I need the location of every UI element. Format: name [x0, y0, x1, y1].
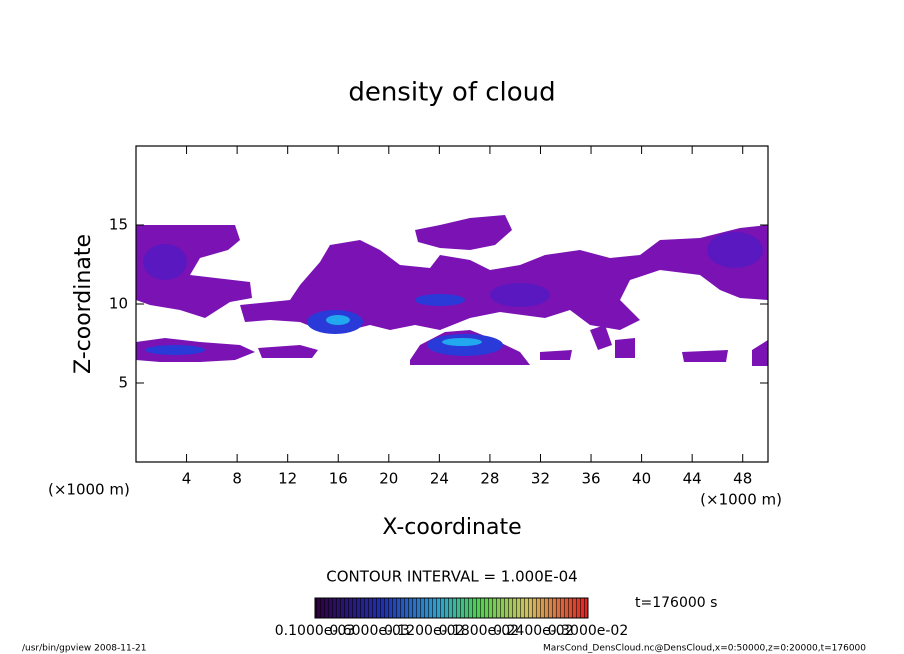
- cloud-region: [615, 338, 635, 358]
- x-tick-label: 36: [581, 470, 600, 488]
- x-tick-label: 48: [733, 470, 752, 488]
- cloud-region: [752, 340, 768, 366]
- colorbar-label: 0.1800e-02: [439, 623, 519, 639]
- x-axis-label: X-coordinate: [382, 515, 521, 540]
- cloud-core: [490, 283, 550, 307]
- x-tick-label: 44: [683, 470, 702, 488]
- contour-interval: CONTOUR INTERVAL = 1.000E-04: [326, 568, 577, 586]
- x-tick-label: 4: [182, 470, 192, 488]
- colorbar-label: 0.1200e-02: [384, 623, 464, 639]
- cloud-region: [682, 350, 728, 362]
- colorbar-frame: [314, 597, 589, 619]
- time-label: t=176000 s: [635, 595, 717, 611]
- cloud-region: [258, 345, 318, 358]
- x-tick-label: 20: [379, 470, 398, 488]
- cloud-core: [143, 244, 187, 280]
- x-unit: (×1000 m): [48, 481, 130, 499]
- cloud-region: [415, 215, 512, 250]
- y-axis-label: Z-coordinate: [71, 234, 96, 374]
- colorbar-label: 0.6000e-03: [329, 623, 409, 639]
- colorbar-label: 0.3000e-02: [548, 623, 628, 639]
- y-unit: (×1000 m): [700, 491, 782, 509]
- y-tick-label: 15: [109, 216, 128, 234]
- x-tick-label: 12: [278, 470, 297, 488]
- colorbar-label: 0.2400e-02: [493, 623, 573, 639]
- footer-left: /usr/bin/gpview 2008-11-21: [22, 644, 146, 654]
- x-tick-label: 8: [232, 470, 242, 488]
- cloud-core: [145, 345, 205, 355]
- x-tick-label: 28: [480, 470, 499, 488]
- cloud-core: [326, 315, 350, 325]
- footer-right: MarsCond_DensCloud.nc@DensCloud,x=0:5000…: [543, 644, 866, 654]
- cloud-region: [590, 325, 612, 350]
- x-tick-label: 40: [632, 470, 651, 488]
- y-tick-label: 5: [118, 374, 128, 392]
- x-tick-label: 16: [329, 470, 348, 488]
- cloud-region: [240, 225, 768, 330]
- cloud-core: [707, 232, 763, 268]
- x-tick-label: 32: [531, 470, 550, 488]
- x-tick-label: 24: [430, 470, 449, 488]
- cloud-core: [442, 338, 482, 346]
- chart-title: density of cloud: [348, 78, 555, 108]
- colorbar-label: 0.1000e-03: [275, 623, 355, 639]
- cloud-core: [415, 294, 465, 306]
- y-tick-label: 10: [109, 295, 128, 313]
- cloud-region: [540, 350, 572, 360]
- contour-field: [136, 215, 768, 366]
